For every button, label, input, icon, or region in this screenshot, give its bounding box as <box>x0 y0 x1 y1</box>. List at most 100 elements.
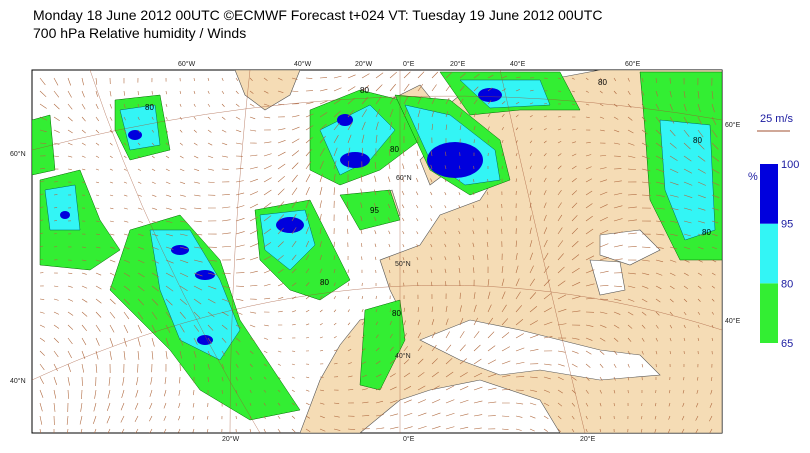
wind-arrow <box>249 116 256 120</box>
wind-arrow <box>444 268 447 274</box>
wind-arrow <box>120 415 125 423</box>
wind-arrow <box>444 231 447 235</box>
wind-arrow <box>95 350 99 360</box>
wind-arrow <box>711 155 720 162</box>
wind-arrow <box>613 231 623 235</box>
wind-arrow <box>67 142 73 146</box>
wind-arrow <box>39 298 45 300</box>
wind-arrow <box>417 109 421 118</box>
wind-arrow <box>333 428 341 431</box>
wind-arrow <box>95 298 102 304</box>
wind-arrow <box>458 205 461 209</box>
wind-arrow <box>697 168 706 174</box>
wind-arrow <box>291 162 299 170</box>
wind-arrow <box>613 402 615 407</box>
wind-arrow <box>165 142 169 146</box>
wind-arrow <box>627 90 631 95</box>
wind-arrow <box>319 227 322 235</box>
wind-arrow <box>221 168 229 170</box>
wind-arrow <box>711 129 718 138</box>
wind-arrow <box>347 74 356 79</box>
wind-arrow <box>613 337 619 342</box>
wind-arrow <box>655 220 665 223</box>
wind-arrow <box>388 217 391 222</box>
graticule-label: 20°E <box>450 60 466 68</box>
wind-arrow <box>67 155 73 158</box>
wind-arrow <box>501 153 504 157</box>
wind-arrow <box>249 389 252 393</box>
wind-arrow <box>557 128 562 131</box>
wind-arrow <box>459 413 469 417</box>
wind-arrow <box>39 129 47 133</box>
wind-arrow <box>445 111 449 118</box>
wind-arrow <box>501 114 505 118</box>
wind-arrow <box>192 428 195 433</box>
wind-arrow <box>277 402 281 406</box>
wind-arrow <box>431 110 435 118</box>
wind-arrow <box>459 358 467 365</box>
wind-arrow <box>235 376 238 381</box>
wind-arrow <box>137 259 145 264</box>
wind-arrow <box>149 389 153 397</box>
wind-arrow <box>221 272 231 275</box>
graticule-label: 40°W <box>294 60 312 68</box>
wind-arrow <box>375 256 377 261</box>
wind-arrow <box>683 259 690 263</box>
graticule-label: 40°N <box>10 377 26 385</box>
wind-arrow <box>249 324 256 328</box>
wind-arrow <box>571 129 576 131</box>
wind-arrow <box>613 142 621 145</box>
wind-arrow <box>543 239 548 248</box>
wind-arrow <box>109 337 114 347</box>
wind-arrow <box>179 246 189 250</box>
wind-arrow <box>487 87 493 92</box>
wind-arrow <box>319 186 323 196</box>
wind-arrow <box>333 402 340 404</box>
wind-arrow <box>53 350 59 358</box>
wind-arrow <box>655 350 658 355</box>
wind-arrow <box>585 203 593 209</box>
wind-arrow <box>613 376 616 381</box>
wind-arrow <box>515 127 519 131</box>
wind-arrow <box>599 350 605 355</box>
wind-arrow <box>319 350 324 352</box>
wind-arrow <box>333 309 337 313</box>
wind-arrow <box>291 254 297 261</box>
wind-arrow <box>81 181 86 183</box>
wind-arrow <box>458 217 461 222</box>
wind-arrow <box>529 165 532 170</box>
wind-arrow <box>387 190 391 196</box>
wind-arrow <box>291 90 299 93</box>
graticule-label: 20°W <box>355 60 373 68</box>
wind-arrow <box>53 285 59 287</box>
wind-arrow <box>53 194 58 196</box>
wind-arrow <box>627 206 637 209</box>
wind-arrow <box>710 389 713 395</box>
wind-arrow <box>179 103 182 107</box>
wind-arrow <box>641 168 651 172</box>
wind-arrow <box>459 317 464 326</box>
wind-arrow <box>277 350 282 353</box>
wind-arrow <box>431 84 437 92</box>
wind-arrow <box>137 194 142 197</box>
wind-arrow <box>193 389 195 396</box>
wind-arrow <box>361 134 365 144</box>
wind-arrow <box>333 415 340 418</box>
wind-arrow <box>263 350 268 354</box>
wind-arrow <box>81 116 86 122</box>
wind-arrow <box>641 246 651 248</box>
wind-arrow <box>655 285 662 290</box>
wind-arrow <box>627 219 637 222</box>
wind-arrow <box>529 265 534 274</box>
wind-arrow <box>709 415 713 422</box>
wind-arrow <box>39 363 45 371</box>
wind-arrow <box>627 246 637 248</box>
wind-arrow <box>93 402 97 412</box>
wind-arrow <box>193 285 203 291</box>
wind-arrow <box>683 181 693 186</box>
wind-arrow <box>347 86 356 92</box>
wind-arrow <box>305 376 310 379</box>
wind-arrow <box>695 428 699 433</box>
wind-arrow <box>529 320 538 326</box>
wind-arrow <box>641 129 648 135</box>
